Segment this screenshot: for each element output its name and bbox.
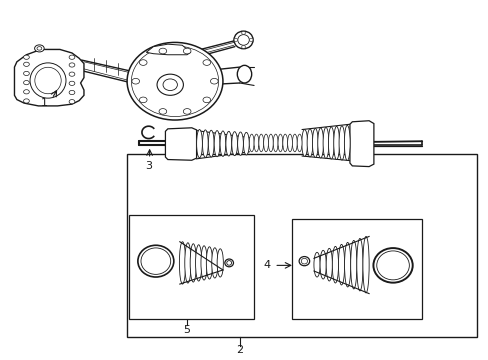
Ellipse shape	[344, 125, 349, 161]
Circle shape	[210, 78, 218, 84]
Ellipse shape	[292, 134, 297, 152]
Ellipse shape	[325, 248, 332, 281]
Ellipse shape	[313, 252, 320, 277]
Ellipse shape	[282, 134, 287, 152]
Ellipse shape	[211, 248, 218, 278]
Ellipse shape	[362, 237, 368, 293]
Circle shape	[139, 60, 147, 66]
Ellipse shape	[323, 127, 328, 158]
Ellipse shape	[278, 134, 282, 152]
Ellipse shape	[320, 250, 325, 279]
Ellipse shape	[268, 134, 273, 152]
Ellipse shape	[301, 130, 307, 156]
Ellipse shape	[157, 74, 183, 95]
Text: 3: 3	[145, 161, 152, 171]
Ellipse shape	[220, 131, 225, 156]
Circle shape	[249, 39, 253, 41]
Circle shape	[69, 72, 75, 76]
Ellipse shape	[206, 247, 212, 279]
Circle shape	[69, 63, 75, 67]
Ellipse shape	[254, 134, 258, 152]
Circle shape	[132, 78, 139, 84]
Ellipse shape	[332, 246, 338, 283]
Circle shape	[23, 62, 29, 66]
Circle shape	[69, 90, 75, 95]
Text: 1: 1	[41, 98, 48, 108]
Circle shape	[203, 97, 210, 103]
Ellipse shape	[243, 132, 249, 155]
Ellipse shape	[196, 130, 202, 158]
Ellipse shape	[297, 134, 302, 152]
Ellipse shape	[201, 246, 207, 280]
Circle shape	[69, 100, 75, 104]
Ellipse shape	[231, 132, 237, 156]
Text: 5: 5	[183, 325, 190, 334]
Circle shape	[233, 39, 237, 41]
Circle shape	[159, 109, 166, 114]
Ellipse shape	[195, 245, 202, 281]
Ellipse shape	[30, 63, 66, 98]
Ellipse shape	[179, 242, 185, 284]
Circle shape	[241, 46, 245, 48]
Ellipse shape	[249, 134, 254, 152]
Circle shape	[23, 55, 29, 59]
Circle shape	[23, 90, 29, 94]
Ellipse shape	[225, 131, 231, 156]
Circle shape	[183, 109, 191, 114]
Polygon shape	[349, 121, 373, 167]
Circle shape	[183, 48, 191, 54]
Ellipse shape	[287, 134, 292, 152]
Ellipse shape	[208, 130, 214, 157]
Ellipse shape	[202, 130, 208, 157]
Ellipse shape	[328, 127, 333, 159]
Polygon shape	[146, 44, 190, 55]
Circle shape	[23, 99, 29, 103]
Ellipse shape	[233, 31, 253, 49]
Bar	[127, 154, 476, 337]
Text: 4: 4	[263, 260, 270, 270]
Circle shape	[69, 55, 75, 59]
Circle shape	[69, 81, 75, 85]
Ellipse shape	[237, 66, 251, 83]
Bar	[292, 219, 421, 319]
Polygon shape	[15, 49, 84, 106]
Ellipse shape	[356, 238, 362, 291]
Ellipse shape	[190, 244, 196, 282]
Ellipse shape	[35, 67, 61, 94]
Ellipse shape	[217, 249, 223, 277]
Ellipse shape	[338, 244, 344, 285]
Ellipse shape	[333, 126, 339, 159]
Ellipse shape	[306, 129, 312, 157]
Circle shape	[203, 60, 210, 66]
Ellipse shape	[344, 242, 350, 287]
Polygon shape	[165, 128, 196, 160]
Ellipse shape	[317, 128, 323, 158]
Circle shape	[241, 31, 245, 34]
Circle shape	[139, 97, 147, 103]
Circle shape	[23, 81, 29, 85]
Ellipse shape	[273, 134, 278, 152]
Ellipse shape	[127, 42, 223, 120]
Ellipse shape	[163, 79, 177, 91]
Ellipse shape	[184, 243, 191, 283]
Ellipse shape	[258, 134, 263, 152]
Text: 2: 2	[236, 345, 243, 355]
Ellipse shape	[263, 134, 268, 152]
Circle shape	[23, 71, 29, 76]
Bar	[129, 215, 254, 319]
Circle shape	[35, 45, 44, 52]
Ellipse shape	[214, 131, 220, 157]
Ellipse shape	[312, 129, 318, 157]
Ellipse shape	[237, 132, 243, 155]
Ellipse shape	[350, 240, 356, 289]
Ellipse shape	[338, 126, 344, 160]
Circle shape	[159, 48, 166, 54]
